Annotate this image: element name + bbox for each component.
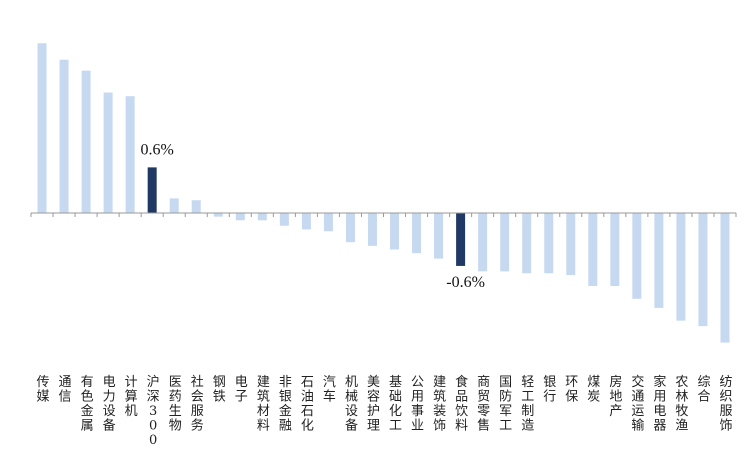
bar-19 [434,213,444,259]
bar-23 [522,213,532,274]
category-label: 汽车 [323,375,336,405]
category-label: 有色金属 [81,375,94,434]
bar-2 [59,59,69,214]
x-axis-ticks [30,213,737,217]
bar-30 [676,213,686,321]
category-label: 商贸零售 [477,375,490,434]
bar-26 [588,213,598,286]
category-label: 综合 [697,375,710,405]
category-label: 传媒 [37,375,50,405]
bars-group [37,43,730,343]
bar-16 [367,213,377,246]
bar-18 [412,213,422,254]
category-label: 沪深 3 0 0 [147,374,160,448]
category-label: 交通运输 [631,374,644,434]
data-label-6: 0.6% [141,141,174,158]
bar-15 [345,213,355,243]
category-label: 农林牧渔 [675,375,688,434]
category-label: 计算机 [125,375,138,419]
category-label: 家用电器 [653,374,666,434]
category-label: 建筑装饰 [433,375,446,434]
category-label: 美容护理 [367,375,380,434]
bar-20 [456,213,466,266]
data-labels: 0.6% -0.6% [141,141,485,291]
bar-32 [720,213,730,343]
bar-27 [610,213,620,286]
bar-1 [37,43,47,213]
category-label: 轻工制造 [521,375,534,434]
category-label: 银行 [543,375,556,405]
bar-14 [323,213,333,232]
bar-22 [500,213,510,272]
category-label: 通信 [59,375,72,405]
category-label: 食品饮料 [455,374,468,434]
data-label-20: -0.6% [446,274,485,291]
category-label: 机械设备 [345,375,358,434]
bar-10 [235,213,245,221]
bar-29 [654,213,664,308]
category-label: 电力设备 [103,375,116,434]
bar-7 [169,198,179,213]
bar-5 [125,96,135,213]
category-label: 环保 [565,375,578,405]
category-label: 社会服务 [191,374,204,434]
category-label: 纺织服饰 [719,375,732,434]
bar-25 [566,213,576,276]
bar-11 [257,213,267,221]
category-label: 国防军工 [499,375,512,434]
category-label: 医药生物 [169,375,182,434]
category-label: 公用事业 [411,375,424,434]
bar-24 [544,213,554,274]
bar-31 [698,213,708,327]
bar-4 [103,92,113,213]
bar-3 [81,70,91,214]
bar-21 [478,213,488,272]
category-label: 非银金融 [279,375,292,434]
bar-9 [213,213,223,217]
bar-17 [390,213,400,250]
category-label: 钢铁 [213,375,226,405]
bar-28 [632,213,642,299]
bar-13 [301,213,311,230]
category-label: 石油石化 [301,375,314,434]
category-label: 电子 [235,375,248,405]
category-label: 房地产 [609,374,622,419]
bar-6 [147,167,157,214]
bar-8 [191,200,201,213]
category-label: 煤炭 [587,375,600,405]
category-label: 基础化工 [389,375,402,434]
category-label: 建筑材料 [257,375,270,434]
bar-12 [279,213,289,226]
